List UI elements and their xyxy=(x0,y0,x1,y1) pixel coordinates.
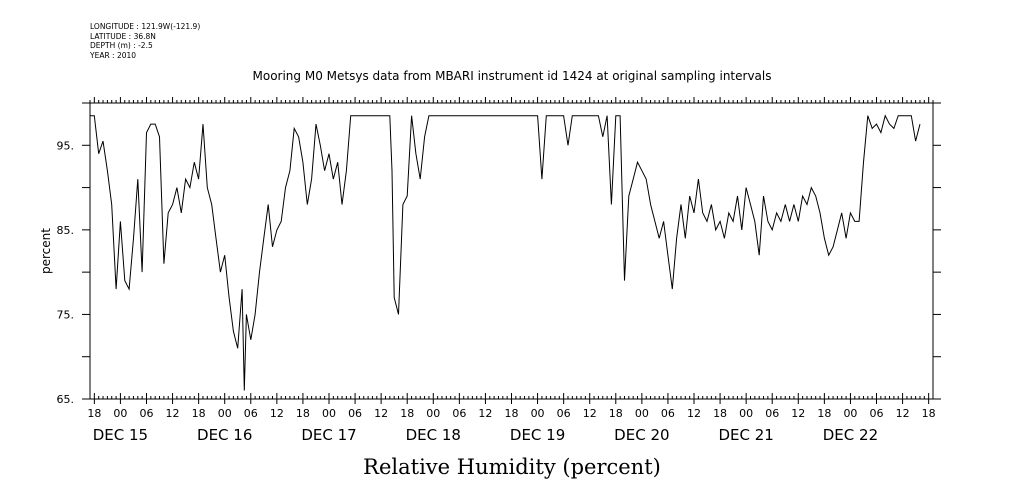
x-hour-label: 18 xyxy=(400,407,414,420)
x-hour-label: 18 xyxy=(817,407,831,420)
x-hour-label: 06 xyxy=(765,407,779,420)
depth-label: DEPTH (m) : -2.5 xyxy=(90,41,153,50)
y-tick-label: 95. xyxy=(57,139,75,152)
y-tick-label: 65. xyxy=(57,393,75,406)
x-axis: 18 00 06 12 18 00 06 12 18 00 06 12 18 00 06 12 18 00 06 12… xyxy=(87,97,936,444)
year-label: YEAR : 2010 xyxy=(90,50,137,60)
x-day-label: DEC 22 xyxy=(823,426,878,444)
x-hour-label: 12 xyxy=(270,407,284,420)
x-hour-label: 00 xyxy=(635,407,649,420)
longitude-label: LONGITUDE : 121.9W(-121.9) xyxy=(90,22,201,31)
x-hour-label: 06 xyxy=(452,407,466,420)
x-hour-label: 12 xyxy=(478,407,492,420)
x-hour-label: 18 xyxy=(192,407,206,420)
x-hour-label: 06 xyxy=(139,407,153,420)
x-day-label: DEC 15 xyxy=(93,426,148,444)
x-hour-label: 18 xyxy=(922,407,936,420)
x-hour-label: 00 xyxy=(843,407,857,420)
y-tick-label: 75. xyxy=(57,308,75,321)
x-hour-label: 00 xyxy=(426,407,440,420)
x-hour-label: 12 xyxy=(166,407,180,420)
y-axis-label: percent xyxy=(39,228,53,274)
x-hour-label: 18 xyxy=(296,407,310,420)
x-hour-label: 18 xyxy=(609,407,623,420)
x-day-label: DEC 19 xyxy=(510,426,565,444)
x-hour-label: 06 xyxy=(661,407,675,420)
latitude-label: LATITUDE : 36.8N xyxy=(90,31,156,41)
x-hour-label: 18 xyxy=(713,407,727,420)
x-hour-label: 00 xyxy=(322,407,336,420)
humidity-line xyxy=(90,114,921,391)
y-axis: 65. 75. 85. 95. xyxy=(57,102,941,406)
x-day-label: DEC 16 xyxy=(197,426,252,444)
x-hour-label: 00 xyxy=(113,407,127,420)
x-hour-label: 06 xyxy=(348,407,362,420)
x-hour-label: 06 xyxy=(244,407,258,420)
x-hour-label: 18 xyxy=(87,407,101,420)
x-hour-label: 00 xyxy=(739,407,753,420)
x-day-label: DEC 17 xyxy=(301,426,356,444)
metadata-block: LONGITUDE : 121.9W(-121.9) LATITUDE : 36… xyxy=(90,22,200,60)
x-hour-label: 06 xyxy=(870,407,884,420)
y-tick-label: 85. xyxy=(57,224,75,237)
x-hour-label: 00 xyxy=(218,407,232,420)
x-hour-label: 18 xyxy=(505,407,519,420)
x-hour-label: 12 xyxy=(583,407,597,420)
x-axis-label: Relative Humidity (percent) xyxy=(363,455,661,479)
x-day-label: DEC 18 xyxy=(406,426,461,444)
x-hour-label: 06 xyxy=(557,407,571,420)
x-day-label: DEC 20 xyxy=(614,426,669,444)
x-hour-label: 00 xyxy=(531,407,545,420)
plot-frame xyxy=(89,102,934,400)
x-hour-label: 12 xyxy=(374,407,388,420)
chart-title: Mooring M0 Metsys data from MBARI instru… xyxy=(253,69,772,83)
x-hour-label: 12 xyxy=(896,407,910,420)
x-hour-label: 12 xyxy=(791,407,805,420)
x-hour-label: 12 xyxy=(687,407,701,420)
x-day-label: DEC 21 xyxy=(718,426,773,444)
